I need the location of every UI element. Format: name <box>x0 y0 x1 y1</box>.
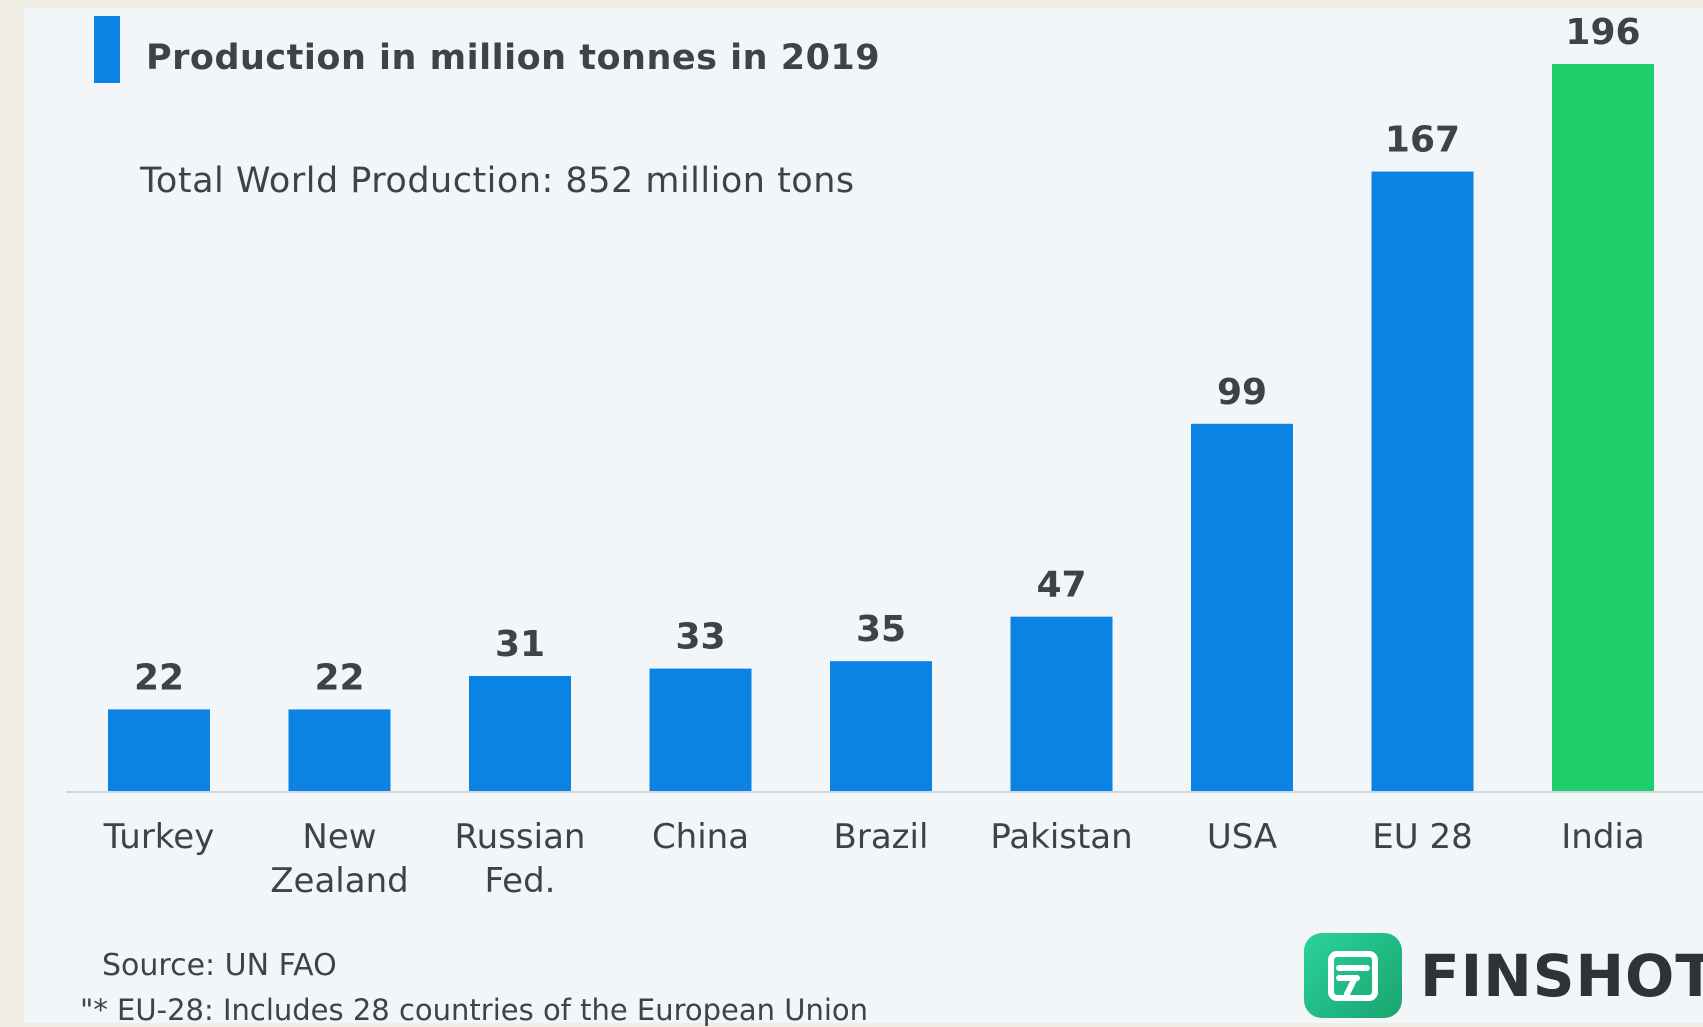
category-label: India <box>1561 817 1644 857</box>
bar-russian-fed <box>469 676 571 791</box>
category-label: Zealand <box>270 861 408 901</box>
data-label: 22 <box>134 657 184 698</box>
data-label: 35 <box>856 609 906 650</box>
footnote: "* EU-28: Includes 28 countries of the E… <box>80 993 869 1027</box>
chart-frame: 22 Turkey 22 New Zealand 31 Russian Fed. 33 China… <box>24 8 1703 1027</box>
data-label: 31 <box>495 624 545 665</box>
bar-usa <box>1191 423 1293 791</box>
category-label: Pakistan <box>990 817 1132 857</box>
legend-swatch <box>94 16 120 83</box>
data-label: 47 <box>1036 565 1086 606</box>
category-label: Russian <box>455 817 586 857</box>
bar-pakistan <box>1010 616 1113 791</box>
data-label: 196 <box>1565 12 1640 53</box>
category-label: Turkey <box>103 817 215 857</box>
bar-turkey <box>108 709 210 791</box>
category-label: USA <box>1207 817 1277 857</box>
finshots-logo-icon <box>1304 933 1402 1018</box>
category-label: Brazil <box>834 817 929 857</box>
category-label: Fed. <box>484 861 555 901</box>
bar-india <box>1552 64 1654 791</box>
legend-label: Production in million tonnes in 2019 <box>146 38 881 78</box>
data-label: 33 <box>675 617 725 658</box>
bar-brazil <box>830 661 932 791</box>
bar-china <box>649 668 752 791</box>
brand: FINSHOTS <box>1304 933 1703 1018</box>
total-production-note: Total World Production: 852 million tons <box>140 161 855 201</box>
source-note: Source: UN FAO <box>102 948 337 983</box>
data-label: 99 <box>1217 372 1267 413</box>
category-label: EU 28 <box>1372 817 1472 857</box>
data-label: 22 <box>314 657 364 698</box>
data-label: 167 <box>1385 120 1460 161</box>
category-label: New <box>302 817 376 857</box>
brand-name: FINSHOTS <box>1420 941 1703 1010</box>
category-label: China <box>652 817 749 857</box>
bar-eu-28 <box>1371 171 1474 791</box>
bar-new-zealand <box>288 709 391 791</box>
